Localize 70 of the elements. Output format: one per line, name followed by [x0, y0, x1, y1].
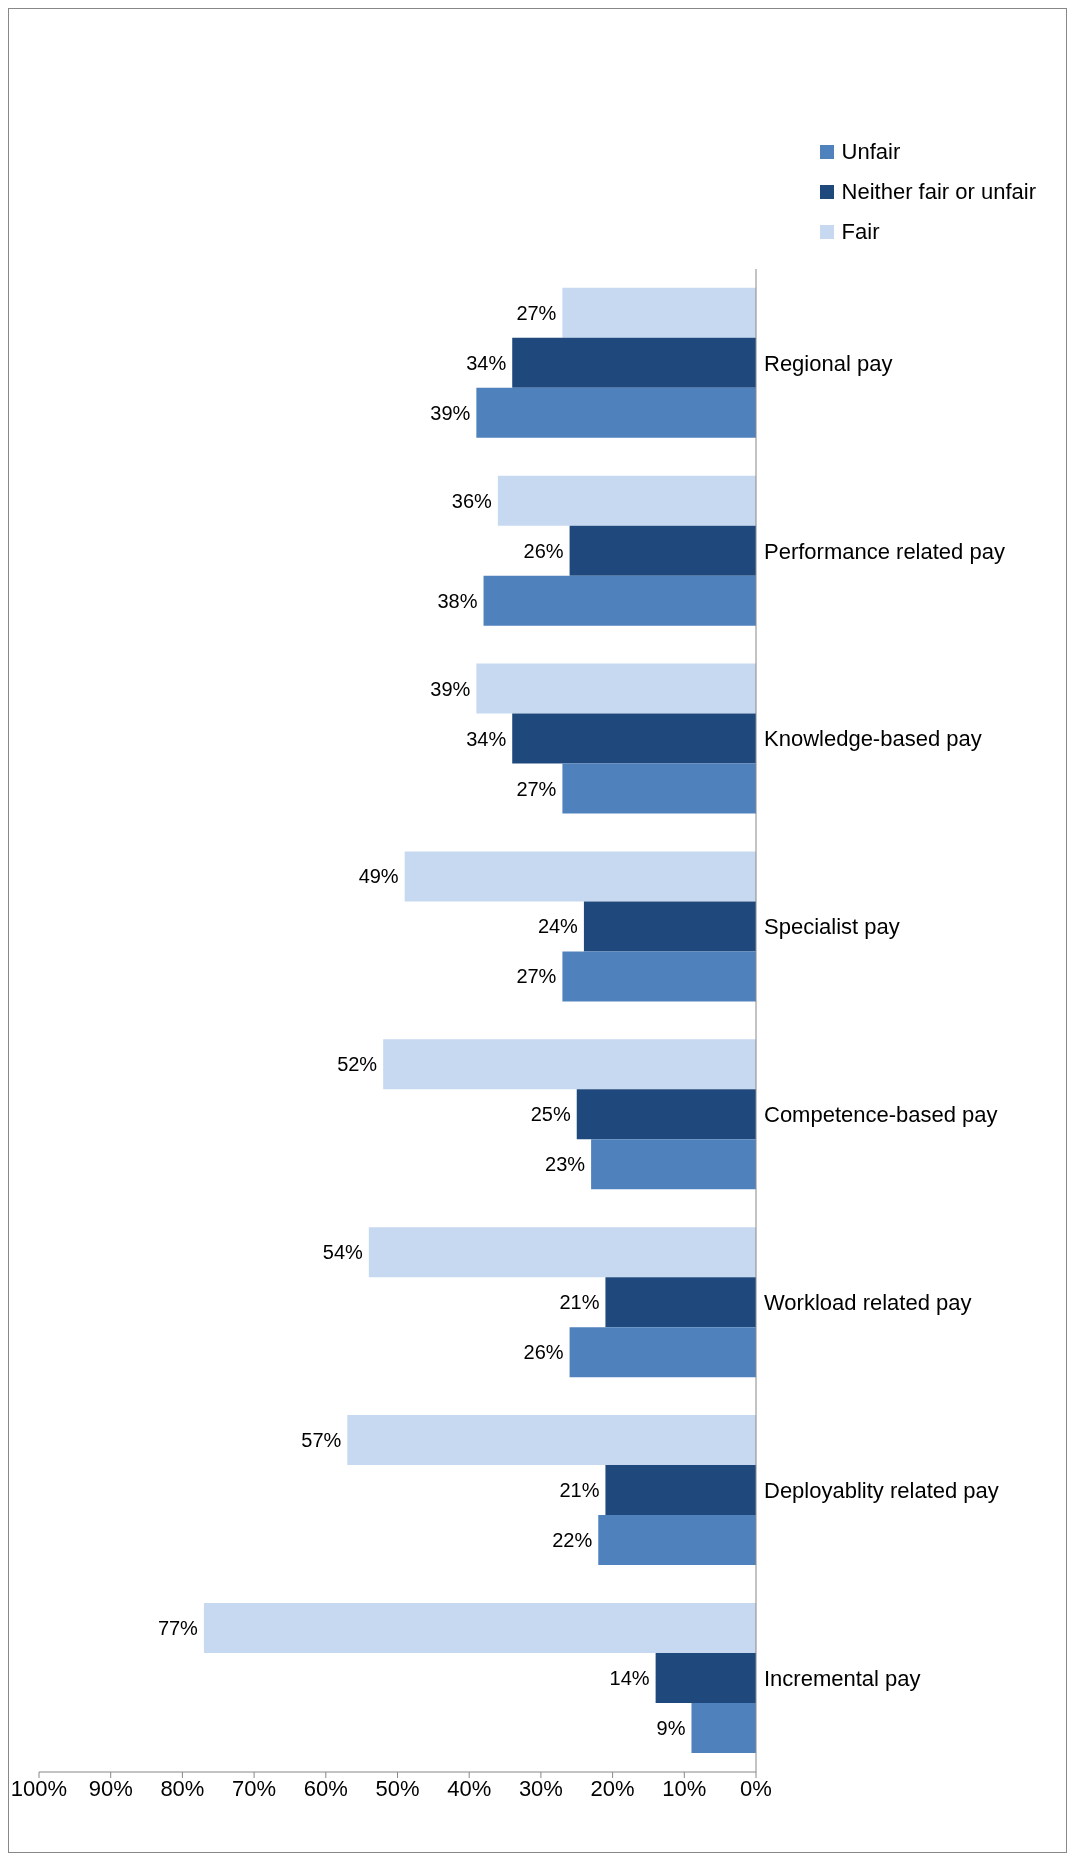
- y-tick-label: Incremental pay: [764, 1665, 921, 1691]
- y-tick-label: Knowledge-based pay: [764, 726, 982, 752]
- bar: [583, 901, 756, 952]
- x-tick-label: 60%: [303, 1775, 348, 1801]
- data-label: 27%: [516, 965, 557, 988]
- data-label: 49%: [358, 865, 399, 888]
- legend-label: Unfair: [841, 139, 901, 165]
- bar: [591, 1139, 756, 1190]
- y-tick-label: Regional pay: [764, 350, 893, 376]
- bar: [347, 1415, 756, 1466]
- legend-label: Neither fair or unfair: [841, 179, 1036, 205]
- data-label: 34%: [466, 351, 507, 374]
- y-tick-label: Workload related pay: [764, 1290, 972, 1316]
- data-label: 14%: [609, 1666, 650, 1689]
- bar: [512, 713, 756, 764]
- bar: [691, 1702, 756, 1753]
- x-tick-label: 0%: [740, 1775, 772, 1801]
- bar: [562, 763, 756, 814]
- data-label: 77%: [157, 1616, 199, 1639]
- data-label: 39%: [430, 677, 471, 700]
- data-label: 25%: [530, 1103, 571, 1126]
- bar: [655, 1652, 756, 1703]
- bar: [598, 1515, 756, 1566]
- bar: [576, 1089, 756, 1140]
- x-tick-label: 20%: [590, 1775, 635, 1801]
- bar: [497, 475, 756, 526]
- x-tick-label: 80%: [160, 1775, 205, 1801]
- x-tick-label: 90%: [88, 1775, 133, 1801]
- bar: [483, 575, 756, 626]
- x-tick-label: 40%: [447, 1775, 492, 1801]
- bar: [203, 1602, 756, 1653]
- data-label: 21%: [559, 1479, 600, 1502]
- bar: [383, 1039, 756, 1090]
- data-label: 39%: [430, 401, 471, 424]
- x-tick-label: 100%: [10, 1775, 68, 1801]
- y-tick-label: Specialist pay: [764, 914, 900, 940]
- data-label: 26%: [523, 539, 564, 562]
- data-label: 36%: [451, 489, 493, 512]
- bar: [605, 1465, 756, 1516]
- bar: [476, 387, 756, 438]
- bar: [569, 525, 756, 576]
- bar: [562, 287, 756, 338]
- data-label: 9%: [656, 1716, 686, 1739]
- bar: [605, 1277, 756, 1328]
- x-tick-label: 30%: [518, 1775, 563, 1801]
- data-label: 38%: [437, 589, 478, 612]
- data-label: 23%: [545, 1153, 586, 1176]
- y-tick-label: Performance related pay: [764, 538, 1005, 564]
- legend-label: Fair: [841, 219, 880, 245]
- bar: [368, 1227, 756, 1278]
- x-tick-label: 50%: [375, 1775, 420, 1801]
- x-tick-label: 10%: [662, 1775, 707, 1801]
- data-label: 27%: [516, 301, 557, 324]
- data-label: 54%: [322, 1241, 364, 1264]
- data-label: 22%: [552, 1529, 593, 1552]
- data-label: 24%: [537, 915, 579, 938]
- bar: [569, 1327, 756, 1378]
- y-tick-label: Competence-based pay: [764, 1102, 998, 1128]
- bar: [476, 663, 756, 714]
- bar: [562, 951, 756, 1002]
- data-label: 26%: [523, 1341, 564, 1364]
- data-label: 21%: [559, 1291, 600, 1314]
- data-label: 27%: [516, 777, 557, 800]
- data-label: 52%: [337, 1053, 378, 1076]
- data-label: 57%: [301, 1429, 342, 1452]
- bar: [512, 337, 756, 388]
- bar: [404, 851, 756, 902]
- data-label: 34%: [466, 727, 507, 750]
- y-tick-label: Deployablity related pay: [764, 1478, 999, 1503]
- x-tick-label: 70%: [232, 1775, 277, 1801]
